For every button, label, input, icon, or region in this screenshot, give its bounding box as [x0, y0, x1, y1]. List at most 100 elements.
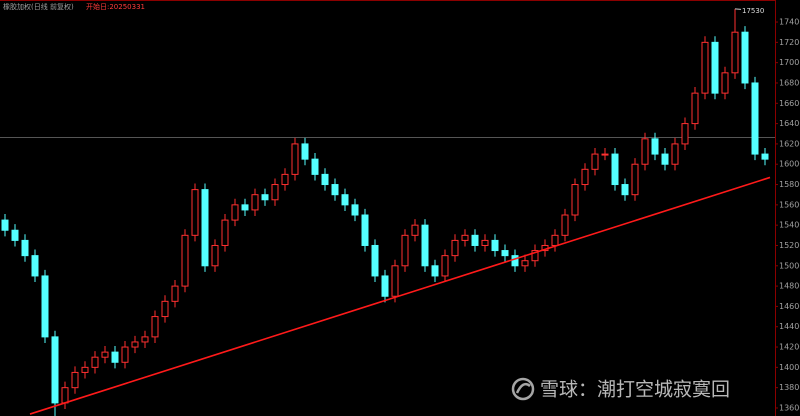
- trend-line: [29, 176, 771, 415]
- y-tick-label: 15200: [779, 241, 800, 250]
- candle-body: [751, 82, 759, 155]
- candle-body: [261, 194, 269, 201]
- candle-body: [131, 341, 139, 348]
- candle-body: [481, 239, 489, 246]
- candle-body: [681, 123, 689, 145]
- candle-body: [491, 239, 499, 252]
- y-tick-label: 16000: [779, 160, 800, 169]
- y-tick-label: 15400: [779, 221, 800, 230]
- candle-body: [431, 265, 439, 277]
- candle-body: [521, 260, 529, 267]
- y-tick-label: 15000: [779, 261, 800, 270]
- candle-body: [191, 189, 199, 236]
- candle-body: [91, 356, 99, 368]
- candle-body: [321, 173, 329, 186]
- candle-body: [341, 194, 349, 206]
- candle-body: [71, 371, 79, 389]
- y-tick-label: 17400: [779, 18, 800, 27]
- candle-body: [441, 255, 449, 277]
- candle-body: [201, 189, 209, 267]
- candle-body: [271, 184, 279, 201]
- y-tick-label: 17200: [779, 38, 800, 47]
- candle-body: [721, 72, 729, 94]
- y-tick-label: 16600: [779, 99, 800, 108]
- candle-body: [61, 387, 69, 404]
- candle-body: [111, 351, 119, 363]
- candle-body: [1, 219, 9, 231]
- y-tick-label: 14800: [779, 282, 800, 291]
- candle-body: [661, 153, 669, 165]
- candle-body: [591, 153, 599, 170]
- candle-body: [691, 92, 699, 125]
- y-tick-label: 13600: [779, 403, 800, 412]
- candle-body: [231, 204, 239, 221]
- candle-body: [461, 234, 469, 241]
- candle-body: [381, 275, 389, 297]
- watermark-logo: [511, 377, 535, 401]
- candle-body: [211, 244, 219, 267]
- candle-body: [411, 224, 419, 236]
- candle-body: [101, 351, 109, 358]
- candle-body: [501, 250, 509, 257]
- candle-body: [331, 184, 339, 196]
- candle-body: [531, 250, 539, 262]
- candle-body: [561, 214, 569, 236]
- candle-body: [611, 153, 619, 186]
- candle-body: [161, 300, 169, 318]
- candle-body: [711, 41, 719, 94]
- candle-body: [701, 41, 709, 94]
- candle-body: [81, 366, 89, 373]
- candle-body: [731, 31, 739, 74]
- candle-body: [31, 255, 39, 277]
- candle-body: [311, 158, 319, 175]
- y-tick-label: 15800: [779, 180, 800, 189]
- candle-body: [451, 239, 459, 257]
- y-tick-label: 14600: [779, 302, 800, 311]
- candle-body: [251, 194, 259, 211]
- candle-body: [11, 229, 19, 241]
- candle-body: [151, 316, 159, 338]
- candle-body: [631, 163, 639, 196]
- candle-body: [281, 173, 289, 186]
- candle-body: [181, 234, 189, 287]
- candle-body: [241, 204, 249, 211]
- candle-body: [351, 204, 359, 216]
- candle-body: [301, 143, 309, 160]
- candle-body: [641, 138, 649, 165]
- max-annotation: 17530: [742, 7, 764, 15]
- candle-body: [601, 153, 609, 156]
- y-tick-label: 16400: [779, 119, 800, 128]
- candle-body: [741, 31, 749, 84]
- candle-body: [371, 244, 379, 277]
- candle-body: [471, 234, 479, 246]
- candle-body: [41, 275, 49, 338]
- annotation-leader: [734, 8, 742, 10]
- y-tick-label: 16200: [779, 139, 800, 148]
- candle-body: [761, 153, 769, 160]
- candle-body: [581, 168, 589, 186]
- candle-body: [421, 224, 429, 267]
- candle-body: [551, 234, 559, 246]
- candle-body: [361, 214, 369, 246]
- y-tick-label: 14200: [779, 343, 800, 352]
- candle-body: [391, 265, 399, 297]
- candle-body: [291, 143, 299, 175]
- candle-body: [51, 336, 59, 404]
- watermark: 雪球：潮打空城寂寞回: [540, 379, 730, 401]
- candle-body: [651, 138, 659, 155]
- candle-body: [141, 336, 149, 343]
- y-tick-label: 14000: [779, 363, 800, 372]
- y-tick-label: 16800: [779, 78, 800, 87]
- candle-body: [121, 346, 129, 363]
- candle-body: [511, 255, 519, 267]
- y-tick-label: 14400: [779, 322, 800, 331]
- candle-body: [21, 239, 29, 257]
- chart-title: 橡胶加权(日线 前复权): [3, 2, 74, 11]
- y-tick-label: 15600: [779, 200, 800, 209]
- candle-body: [401, 234, 409, 267]
- candle-body: [571, 184, 579, 216]
- candle-body: [671, 143, 679, 165]
- candle-body: [221, 219, 229, 246]
- candle-body: [171, 285, 179, 302]
